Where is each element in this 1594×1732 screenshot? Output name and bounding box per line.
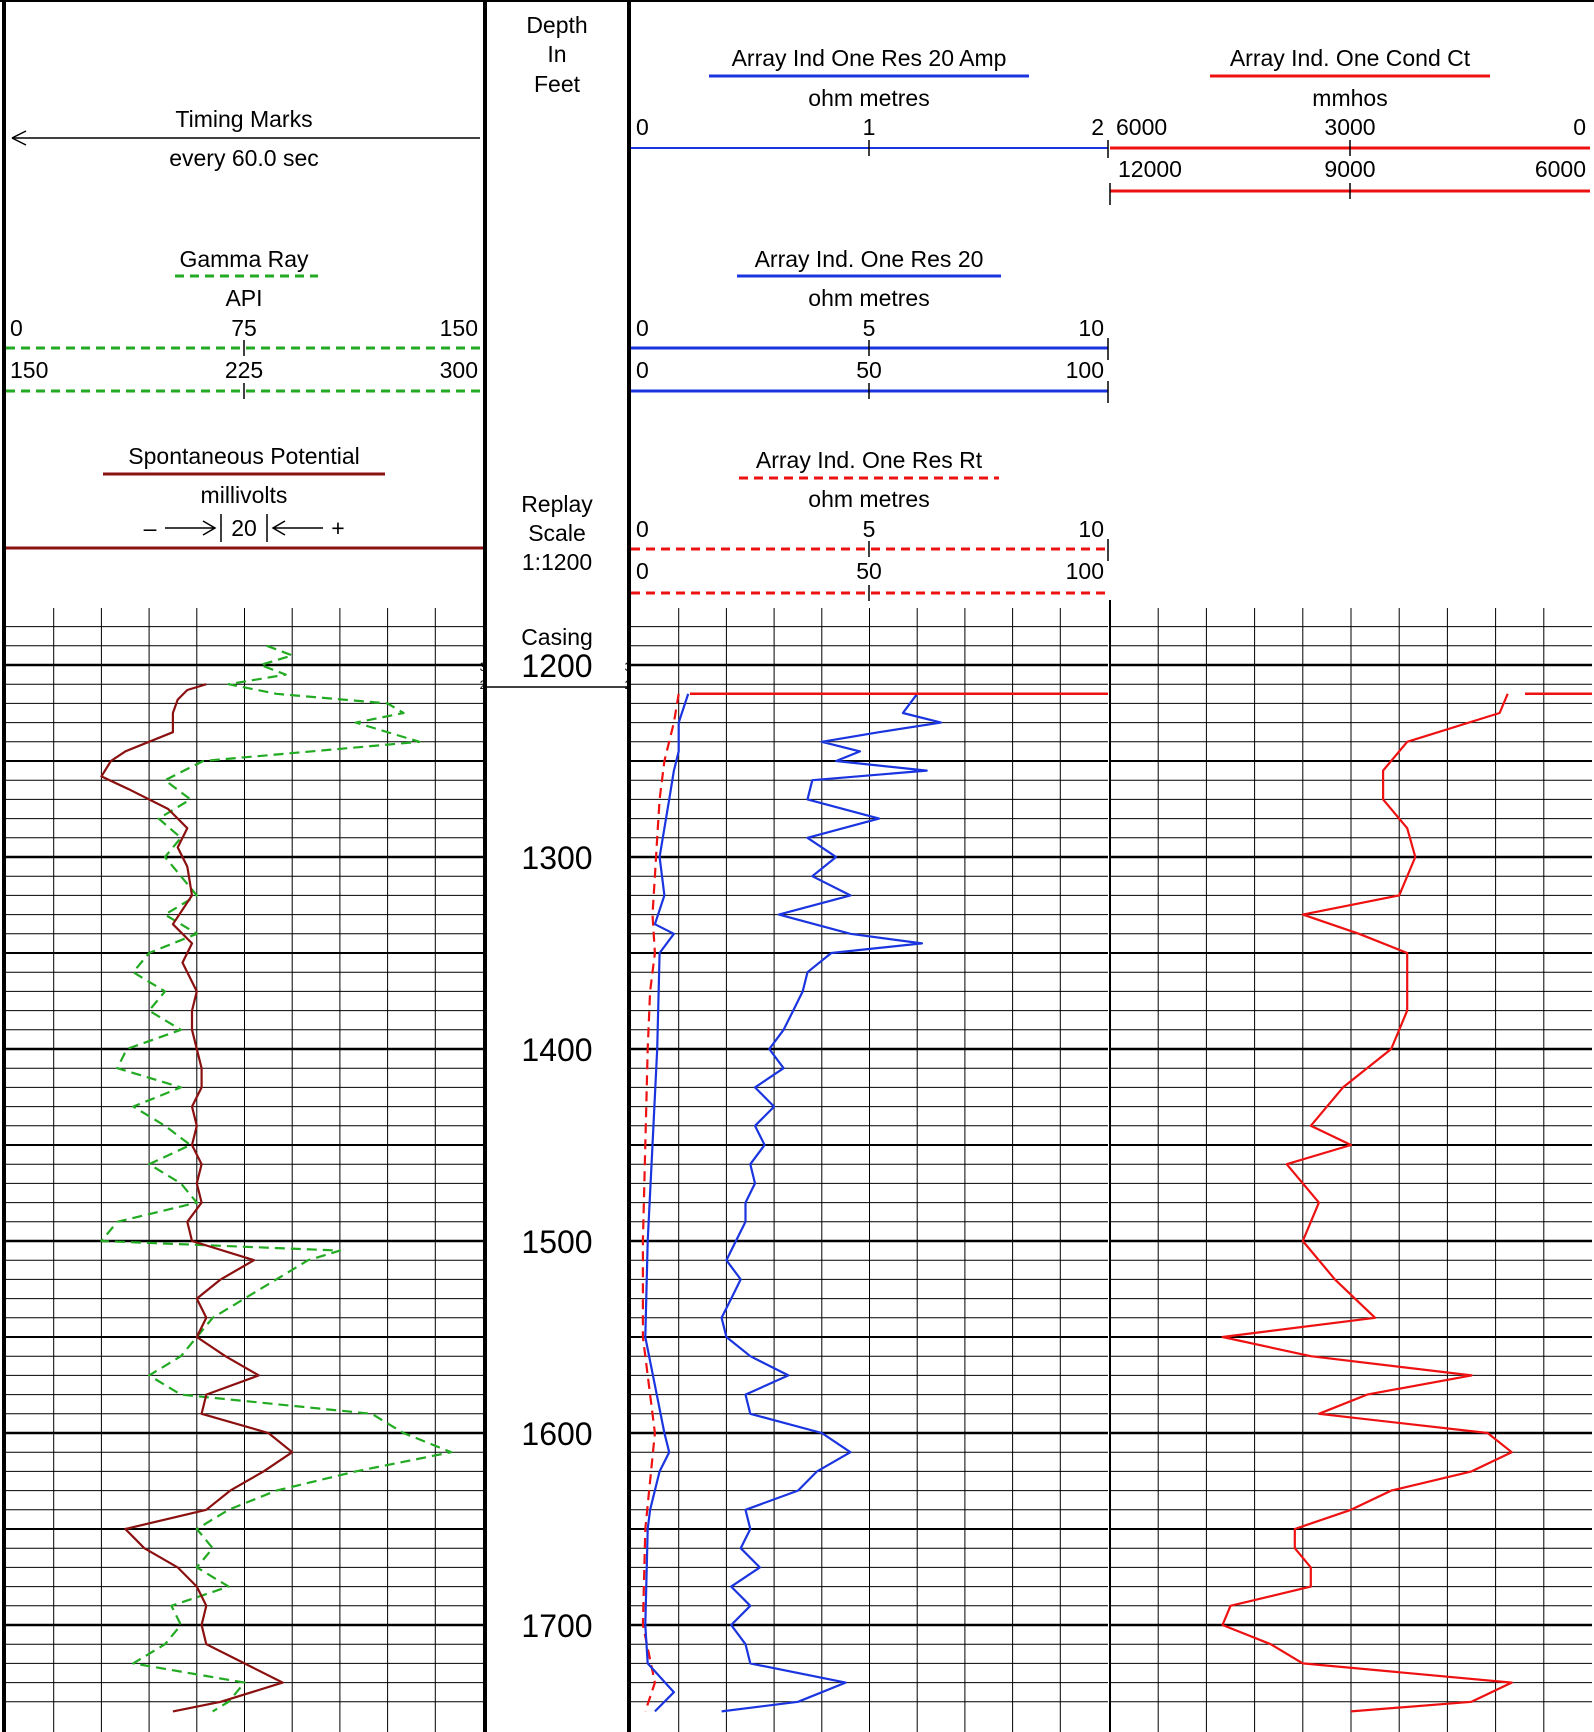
rt-scale2-right: 100 [1066, 558, 1104, 584]
depth-label: 1500 [521, 1224, 592, 1260]
cond-scale1-mid: 3000 [1324, 114, 1375, 140]
replay-1: Replay [521, 491, 593, 517]
depth-title-3: Feet [534, 71, 581, 97]
gamma-ray-curve [100, 644, 453, 1713]
casing-label: Casing [521, 624, 593, 650]
res20-scale1-left: 0 [636, 315, 649, 341]
amp-unit: ohm metres [808, 85, 929, 111]
header-track-2: Array Ind One Res 20 Amp ohm metres 0 1 … [631, 45, 1109, 601]
depth-label: 1400 [521, 1032, 592, 1068]
depth-label: 1200 [521, 648, 592, 684]
depth-axis: 1200 1300 1400 1500 1600 1700 [521, 648, 592, 1644]
rt-scale1-mid: 5 [863, 516, 876, 542]
header-depth-track: Depth In Feet Replay Scale 1:1200 Casing [521, 12, 593, 650]
res-20-curve [644, 693, 690, 1713]
cond-unit: mmhos [1312, 85, 1387, 111]
rt-scale2-left: 0 [636, 558, 649, 584]
depth-title-2: In [547, 41, 566, 67]
res-rt-curve [641, 693, 680, 1712]
gamma-scale2-left: 150 [10, 357, 48, 383]
gamma-scale1-left: 0 [10, 315, 23, 341]
gamma-title: Gamma Ray [179, 246, 309, 272]
sp-scale-value: 20 [231, 515, 257, 541]
depth-label: 1300 [521, 840, 592, 876]
log-grid [6, 608, 1592, 1732]
gamma-unit: API [225, 285, 262, 311]
header-track-1: Timing Marks every 60.0 sec Gamma Ray AP… [6, 106, 483, 550]
arrow-right-icon [165, 520, 217, 536]
sp-unit: millivolts [201, 482, 288, 508]
res20-scale2-right: 100 [1066, 357, 1104, 383]
cond-scale1-right: 0 [1573, 114, 1586, 140]
rt-scale1-left: 0 [636, 516, 649, 542]
header-track-3: Array Ind. One Cond Ct mmhos 6000 3000 0… [1109, 45, 1590, 205]
amp-scale-left: 0 [636, 114, 649, 140]
cond-title: Array Ind. One Cond Ct [1230, 45, 1471, 71]
gamma-scale2-mid: 225 [225, 357, 263, 383]
arrow-left-icon [11, 130, 27, 146]
gamma-scale2-right: 300 [440, 357, 478, 383]
depth-label: 1700 [521, 1608, 592, 1644]
depth-label: 1600 [521, 1416, 592, 1452]
timing-sub: every 60.0 sec [169, 145, 319, 171]
timing-title: Timing Marks [175, 106, 312, 132]
rt-title: Array Ind. One Res Rt [756, 447, 983, 473]
pass-marks: 3 2 3 2 [480, 660, 632, 692]
res20-scale1-right: 10 [1078, 315, 1104, 341]
rt-unit: ohm metres [808, 486, 929, 512]
res20-unit: ohm metres [808, 285, 929, 311]
res20-scale2-left: 0 [636, 357, 649, 383]
depth-title-1: Depth [526, 12, 587, 38]
sp-scale-minus: – [144, 515, 157, 541]
pass-mark-lower: 2 [480, 678, 487, 692]
cond-scale2-right: 6000 [1535, 156, 1586, 182]
arrow-left-icon [271, 520, 323, 536]
cond-scale2-mid: 9000 [1324, 156, 1375, 182]
res20-scale1-mid: 5 [863, 315, 876, 341]
cond-scale2-left: 12000 [1118, 156, 1182, 182]
pass-mark-upper: 3 [625, 660, 632, 674]
replay-2: Scale [528, 520, 586, 546]
res-20-trace-curve [720, 693, 943, 1713]
res20-scale2-mid: 50 [856, 357, 882, 383]
amp-scale-mid: 1 [863, 114, 876, 140]
sp-curve [100, 683, 294, 1713]
amp-scale-right: 2 [1091, 114, 1104, 140]
conductivity-curve [1221, 693, 1513, 1713]
res20-title: Array Ind. One Res 20 [755, 246, 984, 272]
log-curves [100, 644, 1592, 1713]
cond-scale1-left: 6000 [1116, 114, 1167, 140]
gamma-scale1-mid: 75 [231, 315, 257, 341]
amp-title: Array Ind One Res 20 Amp [732, 45, 1007, 71]
sp-scale-plus: + [331, 515, 344, 541]
rt-scale2-mid: 50 [856, 558, 882, 584]
replay-3: 1:1200 [522, 549, 592, 575]
rt-scale1-right: 10 [1078, 516, 1104, 542]
pass-mark-upper: 3 [480, 660, 487, 674]
pass-mark-lower: 2 [625, 678, 632, 692]
gamma-scale1-right: 150 [440, 315, 478, 341]
sp-title: Spontaneous Potential [128, 443, 359, 469]
